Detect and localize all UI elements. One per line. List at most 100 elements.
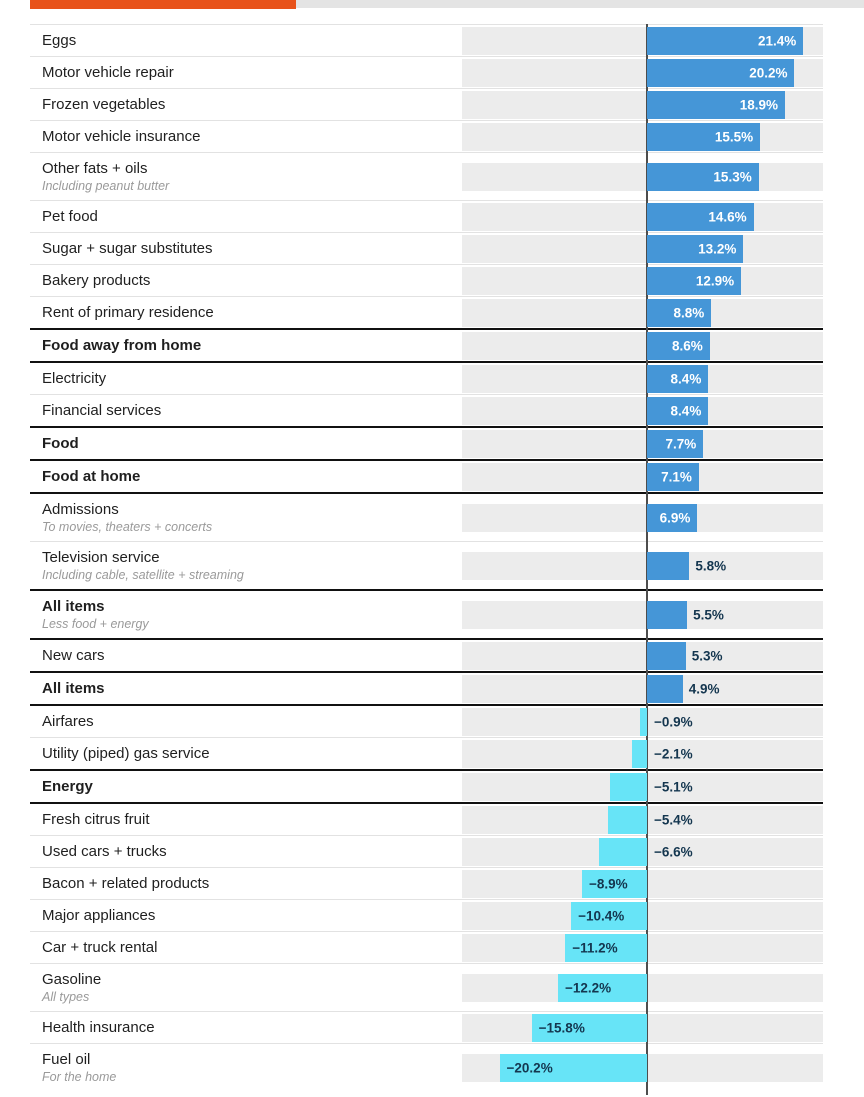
chart-row: All items 4.9%	[30, 671, 823, 704]
bar-track: −8.9%	[462, 869, 823, 898]
bar-track: −6.6%	[462, 837, 823, 866]
value-label: 8.4%	[670, 403, 702, 418]
category-sublabel: To movies, theaters + concerts	[42, 520, 213, 534]
chart-row: Bacon + related products −8.9%	[30, 867, 823, 899]
chart-row: Pet food 14.6%	[30, 200, 823, 232]
row-labels: Other fats + oils Including peanut butter	[30, 153, 462, 200]
bar	[598, 837, 647, 866]
chart-row: New cars 5.3%	[30, 638, 823, 671]
chart-row: Rent of primary residence 8.8%	[30, 296, 823, 328]
row-labels: Television service Including cable, satel…	[30, 542, 462, 589]
chart-row: Sugar + sugar substitutes 13.2%	[30, 232, 823, 264]
category-label: Sugar + sugar substitutes	[42, 240, 213, 257]
value-label: 4.9%	[688, 681, 720, 696]
value-label: −5.1%	[654, 779, 693, 794]
chart-row: Electricity 8.4%	[30, 361, 823, 394]
value-label: 6.9%	[659, 510, 691, 525]
bar	[647, 551, 690, 580]
row-labels: All items Less food + energy	[30, 591, 462, 638]
category-sublabel: All types	[42, 990, 90, 1004]
chart-row: Used cars + trucks −6.6%	[30, 835, 823, 867]
bar-track: 21.4%	[462, 26, 823, 55]
bar	[647, 503, 698, 532]
value-label: −0.9%	[654, 714, 693, 729]
bar-track: 7.7%	[462, 429, 823, 458]
category-label: Television service	[42, 549, 160, 566]
value-label: −8.9%	[589, 876, 628, 891]
category-label: Electricity	[42, 370, 107, 387]
bar	[647, 122, 761, 151]
value-label: 15.3%	[713, 169, 752, 184]
value-label: 8.8%	[673, 305, 705, 320]
row-labels: Pet food	[30, 201, 462, 232]
row-labels: Eggs	[30, 25, 462, 56]
row-labels: Food	[30, 428, 462, 459]
category-label: Eggs	[42, 32, 77, 49]
bar	[499, 1053, 647, 1082]
chart-row: Frozen vegetables 18.9%	[30, 88, 823, 120]
row-labels: Electricity	[30, 363, 462, 394]
value-label: 15.5%	[714, 129, 754, 144]
value-label: −5.4%	[654, 812, 693, 827]
category-label: Gasoline	[42, 971, 102, 988]
row-labels: Health insurance	[30, 1012, 462, 1043]
chart-row: Bakery products 12.9%	[30, 264, 823, 296]
reading-progress-track	[296, 0, 864, 8]
bar	[565, 933, 647, 962]
row-labels: Sugar + sugar substitutes	[30, 233, 462, 264]
bar	[531, 1013, 647, 1042]
bar-track: 5.3%	[462, 641, 823, 670]
bar-track: 14.6%	[462, 202, 823, 231]
value-label: −2.1%	[654, 746, 693, 761]
bar-track: −5.1%	[462, 772, 823, 801]
category-label: New cars	[42, 647, 105, 664]
value-label: 5.5%	[693, 607, 724, 622]
bar-track: 8.4%	[462, 396, 823, 425]
row-labels: Motor vehicle repair	[30, 57, 462, 88]
bar-track: 13.2%	[462, 234, 823, 263]
row-labels: Gasoline All types	[30, 964, 462, 1011]
category-label: Frozen vegetables	[42, 96, 166, 113]
bar-track: 12.9%	[462, 266, 823, 295]
bar-track: 4.9%	[462, 674, 823, 703]
row-labels: Airfares	[30, 706, 462, 737]
category-label: Fresh citrus fruit	[42, 811, 150, 828]
chart-row: Motor vehicle repair 20.2%	[30, 56, 823, 88]
chart-row: Food at home 7.1%	[30, 459, 823, 492]
bar-track: 20.2%	[462, 58, 823, 87]
value-label: 21.4%	[757, 33, 797, 48]
bar-track: 6.9%	[462, 503, 823, 532]
category-label: Energy	[42, 778, 93, 795]
category-label: Major appliances	[42, 907, 156, 924]
value-label: −10.4%	[578, 908, 625, 923]
row-labels: Frozen vegetables	[30, 89, 462, 120]
category-label: All items	[42, 598, 105, 615]
category-sublabel: For the home	[42, 1070, 117, 1084]
value-label: 7.1%	[661, 469, 692, 484]
category-label: Financial services	[42, 402, 162, 419]
chart-row: Food away from home 8.6%	[30, 328, 823, 361]
category-label: Food	[42, 435, 79, 452]
row-labels: Bakery products	[30, 265, 462, 296]
category-label: Fuel oil	[42, 1051, 91, 1068]
row-labels: Rent of primary residence	[30, 297, 462, 328]
category-label: Bacon + related products	[42, 875, 210, 892]
row-labels: Financial services	[30, 395, 462, 426]
chart-row: Fresh citrus fruit −5.4%	[30, 802, 823, 835]
chart-row: Other fats + oils Including peanut butter…	[30, 152, 823, 200]
value-label: 5.8%	[695, 558, 727, 573]
chart-row: Television service Including cable, satel…	[30, 541, 823, 589]
bar	[647, 162, 759, 191]
category-label: Food at home	[42, 468, 141, 485]
bar	[557, 973, 647, 1002]
bar	[607, 805, 647, 834]
chart-row: Eggs 21.4%	[30, 24, 823, 56]
row-labels: Food at home	[30, 461, 462, 492]
chart-row: Car + truck rental −11.2%	[30, 931, 823, 963]
chart-row: Financial services 8.4%	[30, 394, 823, 426]
category-label: Car + truck rental	[42, 939, 158, 956]
bar	[647, 600, 688, 629]
row-labels: Major appliances	[30, 900, 462, 931]
category-label: All items	[42, 680, 105, 697]
bar-track: −15.8%	[462, 1013, 823, 1042]
